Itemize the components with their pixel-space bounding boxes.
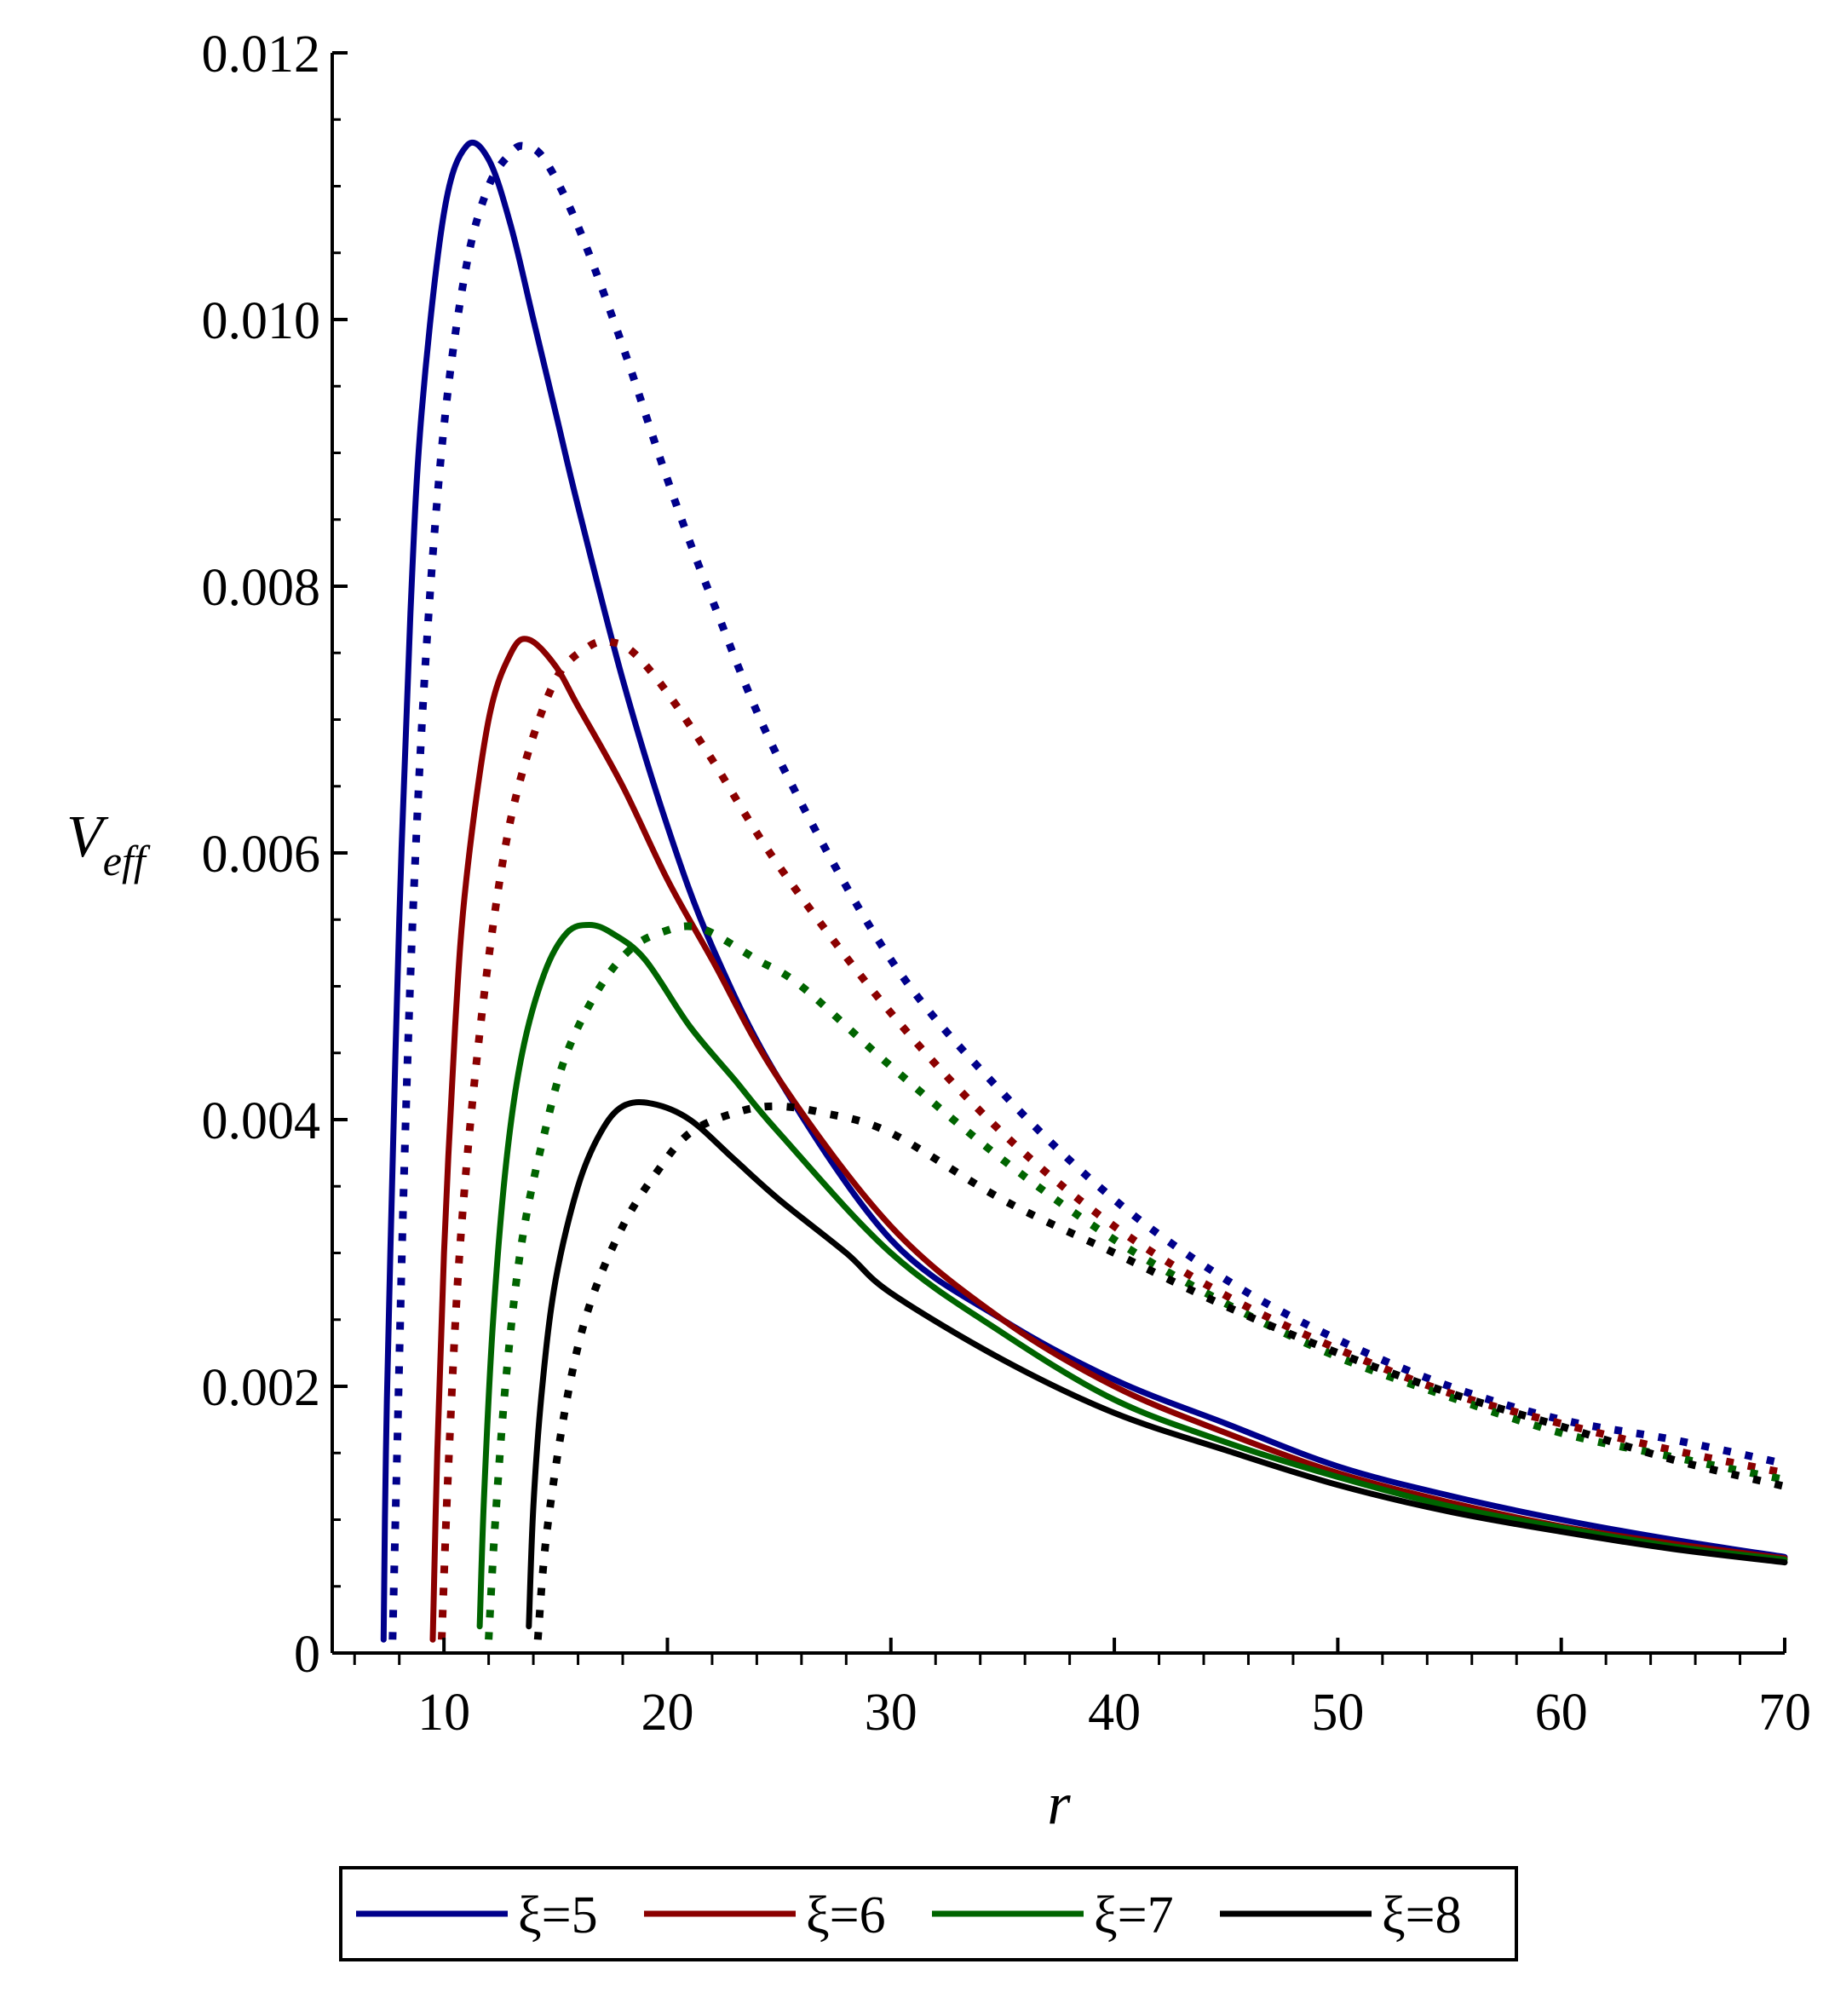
legend-label: ξ=7 (1094, 1886, 1174, 1944)
y-tick-label: 0.008 (202, 559, 321, 617)
legend: ξ=5 ξ=6 ξ=7 ξ=8 (339, 1866, 1518, 1961)
y-axis-title: Veff (66, 804, 151, 884)
x-tick-label: 20 (641, 1684, 693, 1742)
x-tick-label: 70 (1758, 1684, 1811, 1742)
x-tick-label: 60 (1535, 1684, 1588, 1742)
x-tick-label: 10 (417, 1684, 470, 1742)
series-line-0 (380, 139, 1788, 1643)
y-tick-label: 0 (294, 1626, 320, 1684)
series-line-2 (429, 636, 1788, 1643)
series-line-4 (476, 922, 1788, 1630)
y-tick-label: 0.006 (202, 826, 321, 884)
axes-layer: 0 0.002 0.004 0.006 0.008 0.010 0.012 10 20 30 40 5… (202, 26, 1812, 1742)
y-tick-label: 0.004 (202, 1092, 321, 1150)
series-line-1 (388, 141, 1786, 1640)
x-tick-label: 40 (1088, 1684, 1141, 1742)
legend-label: ξ=8 (1382, 1886, 1462, 1944)
x-tick-label: 30 (865, 1684, 917, 1742)
series-line-6 (526, 1099, 1788, 1630)
y-tick-label: 0.012 (202, 26, 321, 84)
legend-label: ξ=5 (518, 1886, 598, 1944)
series-line-3 (438, 637, 1786, 1640)
series-layer (380, 139, 1788, 1643)
y-axis-title-main: V (66, 804, 109, 870)
series-line-5 (485, 922, 1786, 1640)
y-tick-label: 0.002 (202, 1359, 321, 1417)
x-tick-label: 50 (1311, 1684, 1364, 1742)
y-axis-title-subscript: eff (103, 837, 151, 884)
legend-label: ξ=6 (806, 1886, 886, 1944)
y-tick-label: 0.010 (202, 292, 321, 350)
x-axis-title: r (1047, 1771, 1071, 1837)
series-line-7 (533, 1102, 1786, 1640)
